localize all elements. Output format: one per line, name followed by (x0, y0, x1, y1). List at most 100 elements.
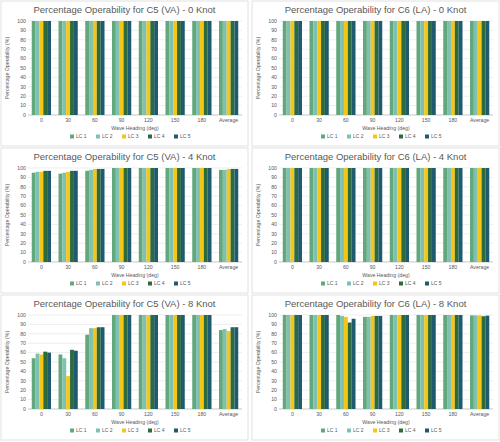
legend-label: LC 2 (102, 280, 113, 286)
x-tick-label: 90 (119, 411, 125, 417)
bar (367, 317, 371, 409)
bar (378, 316, 382, 409)
bar (405, 21, 409, 115)
bar (47, 21, 51, 115)
legend-swatch (174, 429, 178, 433)
legend-label: LC 3 (128, 280, 139, 286)
x-tick-label: 0 (40, 117, 43, 123)
bar (177, 315, 181, 409)
chart-title: Percentage Operability for C5 (VA) - 4 K… (34, 151, 216, 162)
bar (196, 168, 200, 262)
y-tick-label: 10 (20, 396, 26, 402)
bar (367, 21, 371, 115)
bar (451, 21, 455, 115)
y-tick-label: 40 (20, 74, 26, 80)
bar (146, 21, 150, 115)
bar (478, 168, 482, 262)
x-tick-label: 30 (316, 264, 322, 270)
y-tick-label: 100 (17, 18, 26, 24)
legend-label: LC 1 (327, 133, 338, 139)
y-tick-label: 90 (20, 174, 26, 180)
bar (321, 315, 325, 409)
legend-swatch (148, 429, 152, 433)
bar (62, 358, 66, 409)
bar (154, 315, 158, 409)
legend-swatch (174, 282, 178, 286)
bar (378, 21, 382, 115)
legend-swatch (347, 429, 351, 433)
bar (154, 168, 158, 262)
panel-border (252, 148, 499, 293)
bar (234, 21, 238, 115)
bar (474, 168, 478, 262)
legend-label: LC 1 (76, 280, 87, 286)
bar (165, 21, 169, 115)
bar (219, 330, 223, 409)
legend-label: LC 5 (431, 133, 442, 139)
legend-label: LC 2 (353, 280, 364, 286)
x-tick-label: 0 (291, 411, 294, 417)
bar (146, 168, 150, 262)
bar (428, 315, 432, 409)
bar (200, 21, 204, 115)
legend-label: LC 2 (353, 133, 364, 139)
bar (371, 168, 375, 262)
y-tick-label: 40 (20, 221, 26, 227)
y-tick-label: 100 (268, 312, 277, 318)
bar (127, 21, 131, 115)
bar (287, 168, 291, 262)
legend-label: LC 5 (180, 133, 191, 139)
bar (66, 172, 70, 262)
bar (401, 21, 405, 115)
bar (287, 21, 291, 115)
bar (85, 171, 89, 262)
y-tick-label: 90 (271, 321, 277, 327)
y-tick-label: 70 (271, 340, 277, 346)
bar (150, 21, 154, 115)
bar (390, 315, 394, 409)
bar (101, 21, 105, 115)
y-axis-label: Percentage Operability (%) (4, 37, 10, 100)
bar (116, 315, 120, 409)
bar (154, 21, 158, 115)
bars (283, 168, 490, 262)
bar (298, 168, 302, 262)
legend-swatch (321, 135, 325, 139)
x-tick-label: Average (219, 264, 238, 270)
legend-swatch (347, 135, 351, 139)
bar (204, 168, 208, 262)
bar (93, 328, 97, 409)
x-tick-label: 0 (40, 411, 43, 417)
x-tick-label: 90 (119, 117, 125, 123)
x-axis-label: Wave Heading (deg) (362, 125, 410, 131)
bar (43, 21, 47, 115)
bar (298, 21, 302, 115)
chart-title: Percentage Operability for C6 (LA) - 4 K… (285, 151, 467, 162)
legend-label: LC 3 (128, 133, 139, 139)
bar (192, 21, 196, 115)
bar (227, 169, 231, 262)
chart-title: Percentage Operability for C5 (VA) - 0 K… (34, 4, 216, 15)
y-tick-label: 40 (271, 368, 277, 374)
bar (478, 315, 482, 409)
y-tick-label: 100 (17, 312, 26, 318)
bar (340, 316, 344, 409)
y-tick-label: 90 (271, 27, 277, 33)
bar (58, 354, 62, 409)
bar (116, 168, 120, 262)
bar (451, 315, 455, 409)
x-tick-label: 150 (422, 264, 431, 270)
bar (352, 168, 356, 262)
x-tick-label: 180 (198, 264, 207, 270)
bar (39, 21, 43, 115)
legend-label: LC 5 (180, 427, 191, 433)
legend-swatch (373, 282, 377, 286)
legend-swatch (96, 135, 100, 139)
x-axis-label: Wave Heading (deg) (111, 272, 159, 278)
bar (192, 315, 196, 409)
bar (173, 21, 177, 115)
x-tick-label: 30 (316, 117, 322, 123)
bar (482, 168, 486, 262)
bar (165, 168, 169, 262)
chart-title: Percentage Operability for C5 (VA) - 8 K… (34, 298, 216, 309)
